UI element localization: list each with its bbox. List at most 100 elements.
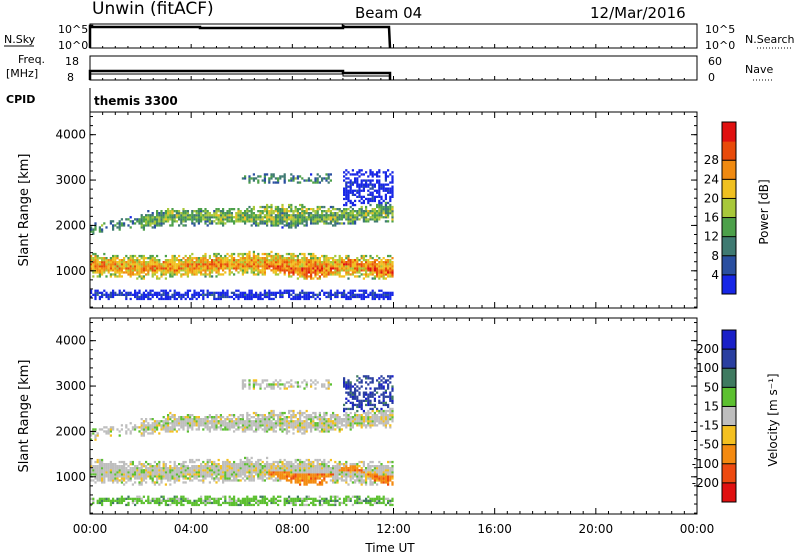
heatmap-cell — [380, 275, 383, 278]
heatmap-cell — [252, 273, 255, 276]
heatmap-cell — [105, 293, 108, 296]
heatmap-cell — [301, 205, 304, 209]
heatmap-cell — [164, 216, 167, 219]
heatmap-cell — [373, 208, 376, 211]
heatmap-cell — [125, 471, 128, 474]
heatmap-cell — [224, 212, 227, 215]
heatmap-cell — [292, 432, 295, 435]
heatmap-cell — [195, 475, 198, 478]
heatmap-cell — [228, 265, 231, 268]
heatmap-cell — [204, 473, 207, 476]
heatmap-cell — [228, 475, 231, 478]
heatmap-cell — [340, 293, 343, 296]
heatmap-cell — [272, 254, 275, 258]
heatmap-cell — [255, 291, 258, 294]
heatmap-cell — [173, 469, 176, 472]
heatmap-cell — [109, 479, 112, 482]
heatmap-cell — [255, 269, 258, 272]
heatmap-cell — [193, 418, 196, 421]
heatmap-cell — [274, 422, 277, 425]
heatmap-cell — [283, 422, 286, 425]
heatmap-cell — [134, 269, 137, 272]
heatmap-cell — [329, 499, 332, 502]
heatmap-cell — [239, 291, 242, 294]
heatmap-cell — [252, 477, 255, 480]
heatmap-cell — [136, 495, 139, 498]
heatmap-cell — [288, 426, 291, 429]
heatmap-cell — [323, 471, 326, 474]
heatmap-cell — [307, 481, 310, 484]
heatmap-cell — [222, 463, 225, 466]
heatmap-cell — [296, 220, 299, 223]
heatmap-cell — [147, 218, 150, 221]
heatmap-cell — [156, 265, 159, 268]
heatmap-cell — [305, 259, 308, 262]
heatmap-cell — [296, 295, 299, 299]
heatmap-cell — [384, 197, 387, 201]
heatmap-cell — [281, 383, 284, 386]
heatmap-cell — [195, 271, 198, 274]
heatmap-cell — [316, 205, 319, 209]
heatmap-cell — [118, 271, 121, 274]
heatmap-cell — [138, 220, 141, 223]
heatmap-cell — [371, 214, 374, 217]
heatmap-cell — [129, 463, 132, 466]
heatmap-cell — [343, 197, 346, 201]
heatmap-cell — [184, 214, 187, 217]
heatmap-cell — [175, 220, 178, 223]
heatmap-cell — [358, 185, 361, 188]
heatmap-cell — [92, 497, 95, 500]
heatmap-cell — [178, 499, 181, 502]
heatmap-cell — [178, 428, 181, 431]
heatmap-cell — [134, 503, 137, 507]
heatmap-cell — [160, 214, 163, 217]
heatmap-cell — [288, 210, 291, 213]
heatmap-cell — [158, 261, 161, 264]
heatmap-cell — [158, 216, 161, 219]
heatmap-cell — [266, 503, 269, 507]
heatmap-cell — [149, 254, 152, 258]
heatmap-cell — [268, 471, 271, 474]
heatmap-cell — [213, 293, 216, 296]
heatmap-cell — [239, 426, 242, 429]
heatmap-cell — [261, 222, 264, 225]
heatmap-cell — [211, 269, 214, 272]
heatmap-cell — [246, 267, 249, 270]
heatmap-cell — [279, 479, 282, 482]
heatmap-cell — [257, 499, 260, 502]
heatmap-cell — [259, 414, 262, 417]
heatmap-cell — [270, 465, 273, 468]
heatmap-cell — [138, 267, 141, 270]
heatmap-cell — [151, 426, 154, 429]
heatmap-cell — [206, 424, 209, 427]
heatmap-cell — [197, 220, 200, 223]
heatmap-cell — [314, 259, 317, 262]
heatmap-cell — [310, 261, 313, 264]
heatmap-cell — [237, 297, 240, 301]
heatmap-cell — [369, 216, 372, 219]
heatmap-cell — [270, 216, 273, 219]
heatmap-cell — [178, 259, 181, 262]
heatmap-cell — [248, 428, 251, 431]
heatmap-cell — [272, 181, 275, 184]
heatmap-cell — [345, 293, 348, 296]
heatmap-cell — [373, 291, 376, 294]
heatmap-cell — [378, 201, 381, 205]
heatmap-cell — [292, 214, 295, 217]
heatmap-cell — [266, 267, 269, 270]
heatmap-cell — [167, 210, 170, 213]
colorbar-cell — [722, 198, 736, 219]
heatmap-cell — [200, 424, 203, 427]
heatmap-cell — [171, 428, 174, 431]
heatmap-cell — [318, 257, 321, 260]
heatmap-cell — [266, 497, 269, 500]
heatmap-cell — [290, 289, 293, 292]
heatmap-cell — [237, 261, 240, 264]
heatmap-cell — [387, 293, 390, 296]
heatmap-cell — [186, 424, 189, 427]
heatmap-cell — [123, 222, 126, 225]
heatmap-cell — [105, 226, 108, 229]
heatmap-cell — [213, 220, 216, 223]
heatmap-cell — [318, 483, 321, 486]
heatmap-cell — [142, 420, 145, 423]
